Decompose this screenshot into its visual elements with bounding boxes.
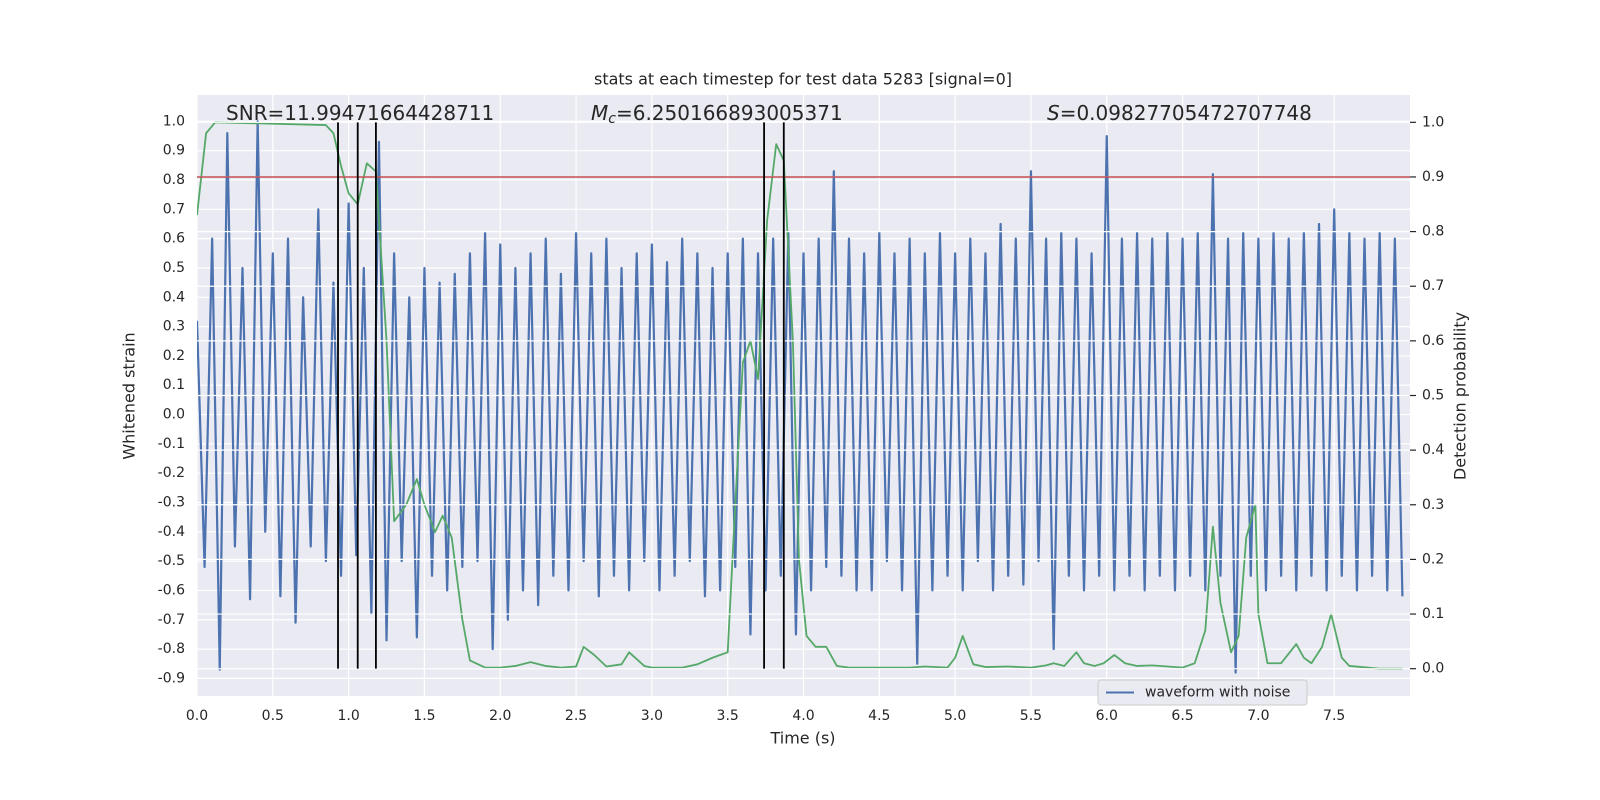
- annotation-text: =0.09827705472707748: [1060, 101, 1312, 125]
- x-tick-label: 2.0: [489, 708, 511, 724]
- y2-tick-label: 0.1: [1422, 606, 1444, 622]
- y2-tick-label: 0.7: [1422, 278, 1444, 294]
- y2-tick-label: 1.0: [1422, 114, 1444, 130]
- x-tick-label: 4.5: [868, 708, 890, 724]
- legend-box: [1097, 679, 1308, 706]
- x-tick-label: 5.0: [944, 708, 966, 724]
- y-tick-label: 0.6: [163, 231, 185, 247]
- series-line: [197, 120, 1404, 674]
- x-tick-label: 7.5: [1323, 708, 1345, 724]
- legend: waveform with noise: [1097, 679, 1308, 706]
- y2-tick-label: 0.5: [1422, 388, 1444, 404]
- y2-tick-label: 0.0: [1422, 661, 1444, 677]
- annotation-text: =6.250166893005371: [616, 101, 843, 125]
- y2-axis-label: Detection probability: [1451, 312, 1470, 480]
- annotation: SNR=11.99471664428711: [226, 101, 494, 125]
- y-tick-label: -0.7: [158, 612, 185, 628]
- y-tick-label: -0.5: [158, 553, 185, 569]
- x-tick-label: 0.5: [262, 708, 284, 724]
- x-tick-label: 1.0: [337, 708, 359, 724]
- y2-tick-label: 0.2: [1422, 551, 1444, 567]
- y-axis-label: Whitened strain: [120, 332, 139, 459]
- y-tick-label: 1.0: [163, 113, 185, 129]
- x-tick-label: 3.5: [717, 708, 739, 724]
- annotation-symbol: M: [591, 101, 608, 125]
- y-tick-label: 0.9: [163, 143, 185, 159]
- annotation-text: SNR=11.99471664428711: [226, 101, 494, 125]
- y-tick-label: -0.1: [158, 436, 185, 452]
- y2-tick-label: 0.4: [1422, 442, 1444, 458]
- y-tick-label: -0.4: [158, 524, 185, 540]
- annotation: Mc=6.250166893005371: [591, 101, 843, 128]
- annotation-subscript: c: [608, 111, 616, 127]
- x-tick-label: 0.0: [186, 708, 208, 724]
- x-tick-label: 6.5: [1171, 708, 1193, 724]
- y-tick-label: -0.6: [158, 582, 185, 598]
- x-tick-label: 7.0: [1247, 708, 1269, 724]
- chart-title: stats at each timestep for test data 528…: [594, 70, 1012, 89]
- y-tick-label: -0.2: [158, 465, 185, 481]
- series-line: [197, 121, 1403, 670]
- x-tick-label: 5.5: [1020, 708, 1042, 724]
- y2-tick-label: 0.6: [1422, 333, 1444, 349]
- x-tick-label: 3.0: [641, 708, 663, 724]
- x-tick-label: 1.5: [413, 708, 435, 724]
- y2-tick-label: 0.3: [1422, 497, 1444, 513]
- y-tick-label: -0.8: [158, 641, 185, 657]
- x-tick-label: 2.5: [565, 708, 587, 724]
- x-tick-label: 4.0: [792, 708, 814, 724]
- y-tick-label: -0.9: [158, 670, 185, 686]
- y-tick-label: 0.2: [163, 348, 185, 364]
- plot-layer: [197, 120, 1404, 674]
- y-tick-label: 0.4: [163, 289, 185, 305]
- y-tick-label: 0.7: [163, 201, 185, 217]
- y-tick-label: 0.3: [163, 319, 185, 335]
- y-tick-label: 0.8: [163, 172, 185, 188]
- legend-label: waveform with noise: [1145, 685, 1290, 701]
- x-tick-label: 6.0: [1096, 708, 1118, 724]
- y-tick-label: 0.5: [163, 260, 185, 276]
- y-tick-label: 0.1: [163, 377, 185, 393]
- y2-tick-label: 0.9: [1422, 169, 1444, 185]
- y-tick-label: 0.0: [163, 407, 185, 423]
- annotation-symbol: S: [1047, 101, 1060, 125]
- y-tick-label: -0.3: [158, 495, 185, 511]
- y2-tick-label: 0.8: [1422, 224, 1444, 240]
- annotation: S=0.09827705472707748: [1047, 101, 1312, 125]
- x-axis-label: Time (s): [769, 729, 835, 748]
